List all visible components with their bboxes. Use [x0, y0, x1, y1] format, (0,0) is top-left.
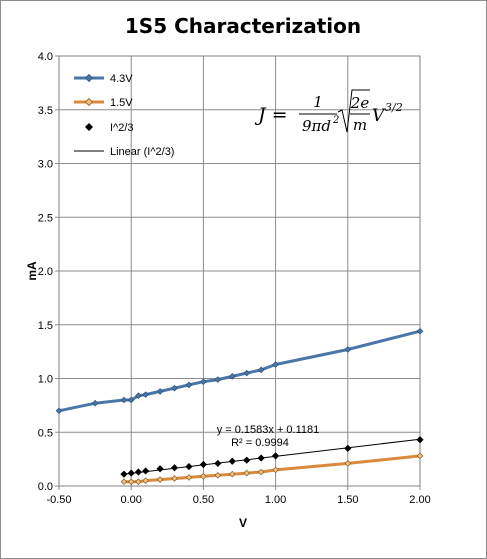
data-point — [156, 476, 164, 483]
legend-label-i23: I^2/3 — [110, 122, 134, 134]
y-tick-label: 2.0 — [38, 266, 53, 278]
formula-denominator: 9πd — [302, 117, 331, 135]
data-point — [257, 366, 265, 374]
x-tick-label: 1.50 — [337, 494, 358, 506]
legend-marker-i23 — [85, 123, 93, 131]
y-tick-label: 3.5 — [38, 105, 53, 117]
legend-item-1.5V: 1.5V — [74, 97, 133, 109]
data-point — [127, 478, 135, 485]
x-axis-label: V — [239, 516, 247, 530]
data-point — [171, 384, 178, 392]
formula-v: V — [372, 106, 386, 126]
x-tick-label: 2.00 — [409, 494, 430, 506]
x-tick-label: 1.00 — [265, 494, 286, 506]
data-point — [135, 478, 142, 485]
y-tick-label: 0.5 — [38, 427, 53, 439]
data-point — [228, 470, 236, 478]
x-axis: -0.50 0.00 0.50 1.00 1.50 2.00 — [46, 486, 431, 506]
y-axis-label: mA — [25, 261, 39, 281]
data-point — [120, 478, 128, 485]
data-point — [185, 474, 193, 481]
formula-denominator-exp: 2 — [332, 115, 339, 126]
trendline — [123, 438, 421, 475]
legend-label-linear: Linear (I^2/3) — [110, 146, 174, 158]
data-point — [142, 391, 149, 398]
formula-radical — [337, 89, 370, 133]
y-axis: 0.0 0.5 1.0 1.5 2.0 2.5 3.0 3.5 4.0 — [38, 51, 59, 493]
data-point — [156, 388, 164, 395]
data-point — [416, 327, 424, 335]
legend-item-i23: I^2/3 — [85, 122, 134, 134]
data-point — [243, 456, 251, 464]
data-point — [272, 466, 279, 474]
data-point — [416, 452, 424, 460]
data-point — [228, 373, 236, 380]
data-point — [55, 407, 63, 415]
y-tick-label: 2.5 — [38, 212, 53, 224]
data-point — [243, 369, 251, 377]
series-4.3v — [55, 327, 424, 415]
series-1.5v — [120, 452, 424, 485]
data-point — [135, 392, 142, 399]
data-point — [344, 460, 352, 467]
data-point — [171, 475, 178, 482]
data-point — [185, 381, 193, 389]
data-point — [214, 471, 222, 479]
data-point — [344, 444, 352, 452]
data-point — [142, 477, 149, 484]
data-point — [344, 346, 352, 353]
data-point — [416, 436, 424, 444]
data-point — [120, 396, 128, 404]
y-tick-label: 0.0 — [38, 481, 53, 493]
data-point — [156, 465, 164, 473]
formula-rad-numerator: 2e — [350, 94, 370, 112]
data-point — [142, 467, 150, 475]
legend-item-linear: Linear (I^2/3) — [74, 146, 174, 158]
data-point — [200, 378, 207, 386]
data-point — [243, 469, 251, 477]
y-tick-label: 4.0 — [38, 51, 53, 63]
formula-v-exp: 3/2 — [385, 101, 403, 114]
data-point — [214, 376, 222, 383]
y-tick-label: 1.5 — [38, 320, 53, 332]
legend: 4.3V 1.5V I^2/3 Linear (I^2/3) — [74, 73, 174, 158]
legend-label-1.5V: 1.5V — [110, 97, 133, 109]
series-layer — [55, 327, 424, 485]
data-point — [200, 473, 207, 480]
legend-marker-4.3V — [84, 73, 94, 83]
legend-label-4.3V: 4.3V — [110, 73, 133, 85]
formula: J = 1 9πd 2 2e m V 3/2 — [254, 89, 403, 135]
trendline-r-squared: R² = 0.9994 — [231, 437, 289, 449]
y-tick-label: 1.0 — [38, 374, 53, 386]
chart-title: 1S5 Characterization — [125, 14, 361, 38]
formula-numerator: 1 — [313, 93, 323, 111]
data-point — [91, 399, 99, 407]
data-point — [272, 361, 279, 368]
x-tick-label: -0.50 — [46, 494, 71, 506]
series-linear-i-2-3 — [123, 438, 421, 475]
legend-item-4.3V: 4.3V — [74, 73, 133, 85]
series-line-4.3v — [58, 329, 421, 413]
y-tick-label: 3.0 — [38, 159, 53, 171]
legend-marker-1.5V — [84, 97, 94, 107]
x-tick-label: 0.00 — [120, 494, 141, 506]
data-point — [257, 468, 265, 476]
x-tick-label: 0.50 — [193, 494, 214, 506]
formula-lhs: J = — [254, 104, 288, 126]
data-point — [127, 396, 135, 404]
formula-rad-denominator: m — [353, 116, 367, 134]
trendline-equation: y = 0.1583x + 0.1181 — [217, 424, 320, 436]
data-point — [120, 470, 128, 478]
